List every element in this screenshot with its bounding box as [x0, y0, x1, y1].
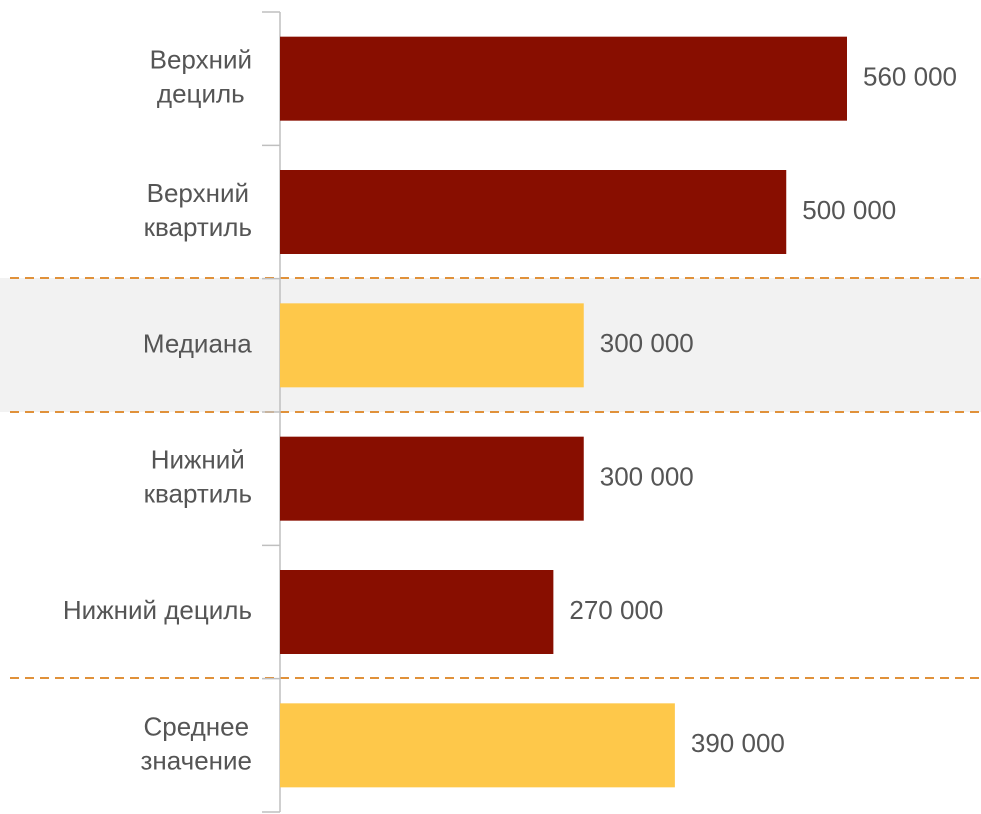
bar: [280, 436, 584, 521]
bar: [280, 36, 847, 121]
category-label: Нижний дециль: [63, 595, 252, 625]
value-label: 500 000: [802, 195, 896, 225]
category-label: Верхний дециль: [150, 45, 252, 109]
value-label: 390 000: [691, 728, 785, 758]
bar: [280, 170, 787, 254]
category-label: Среднее значение: [140, 711, 252, 775]
bar: [280, 703, 675, 788]
category-label: Нижний квартиль: [144, 445, 252, 509]
value-label: 300 000: [600, 328, 694, 358]
category-label: Медиана: [143, 328, 252, 358]
category-label: Верхний квартиль: [144, 178, 252, 242]
value-label: 300 000: [600, 462, 694, 492]
bar: [280, 570, 554, 654]
value-label: 560 000: [863, 62, 957, 92]
value-label: 270 000: [569, 595, 663, 625]
bar: [280, 303, 584, 388]
